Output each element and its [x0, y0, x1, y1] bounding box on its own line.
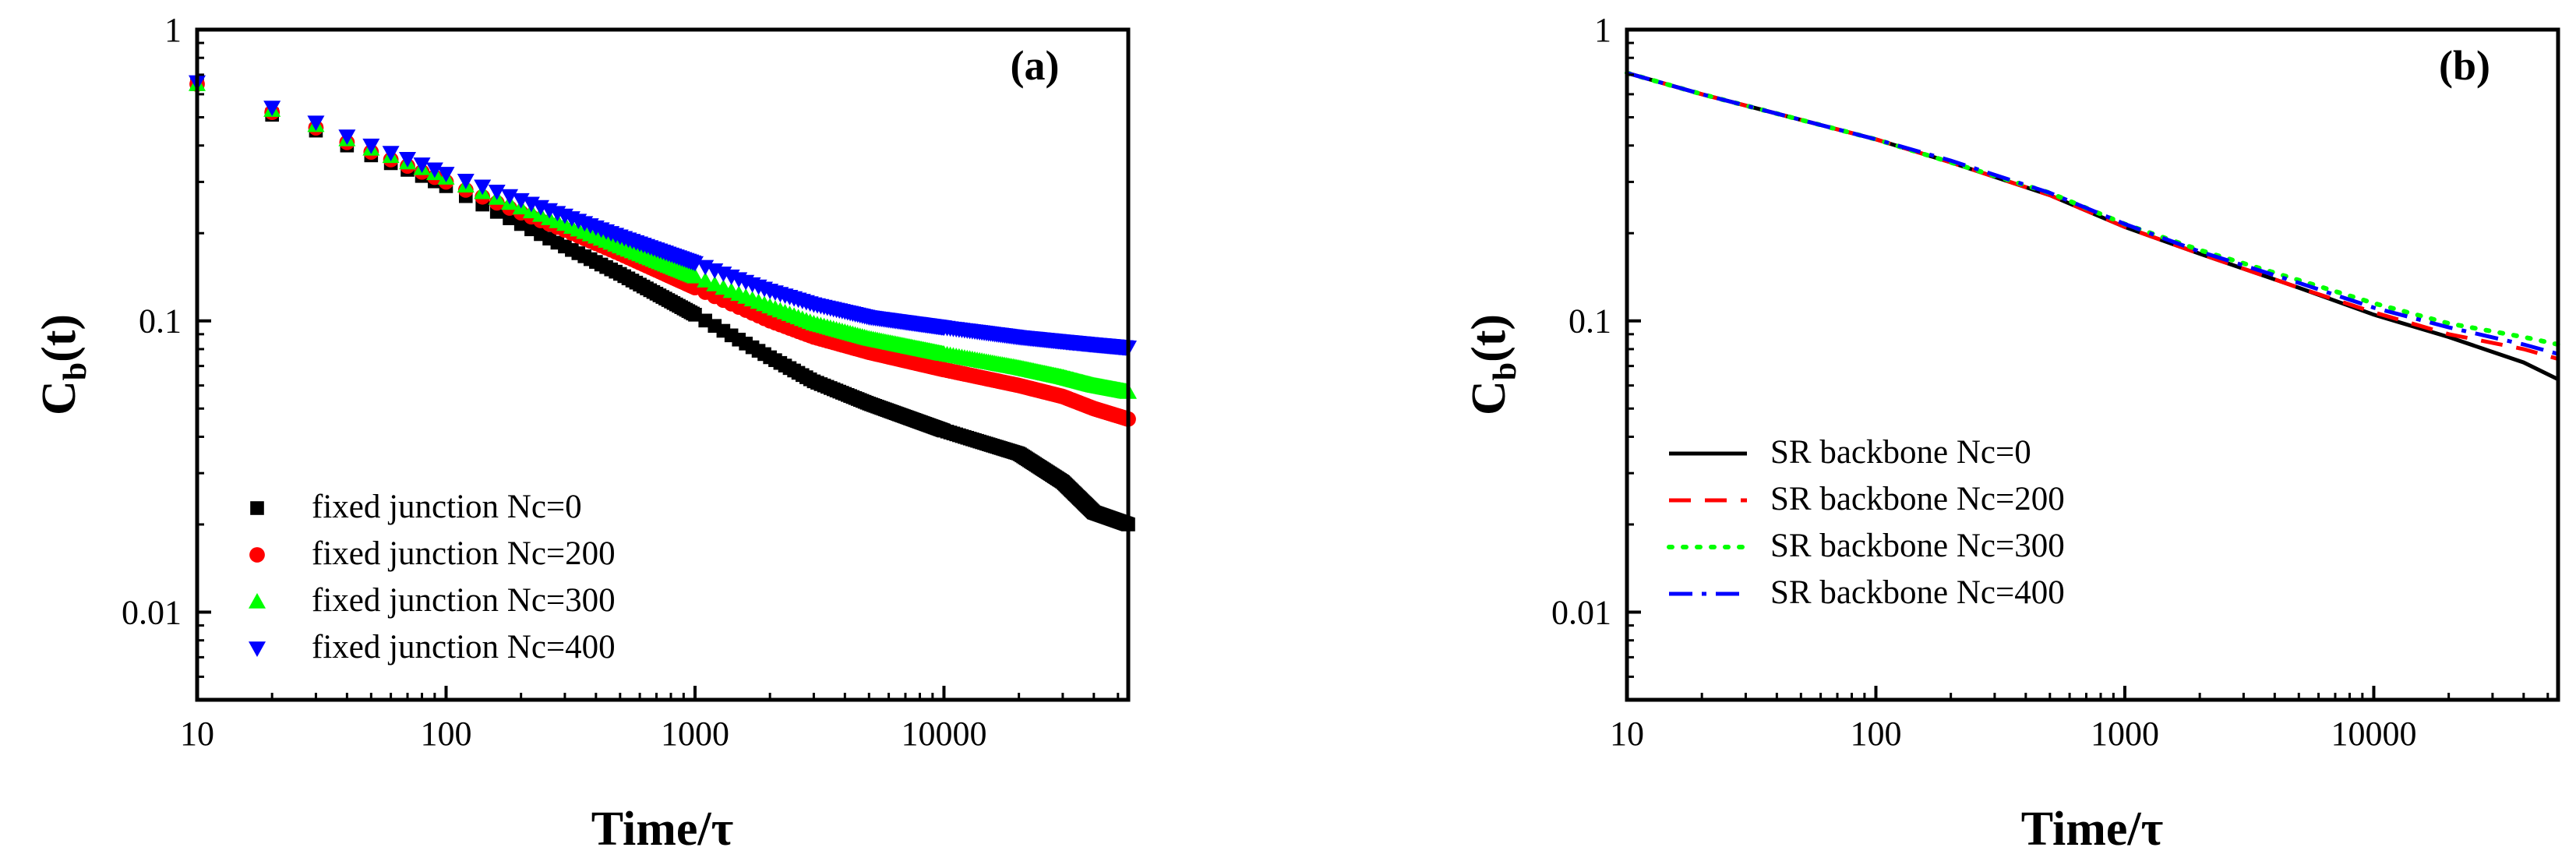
panel-a-series-1 — [189, 76, 1136, 427]
panel-a-y-axis-title: Cb(t) — [33, 314, 94, 415]
panel-a-y-ticks: 0.01 0.1 1 — [122, 11, 211, 678]
panel-a: fixed junction Nc=0 fixed junction Nc=200… — [33, 11, 1137, 856]
panel-b-y-tick-label: 0.1 — [1569, 302, 1611, 341]
panel-b-plot-layer — [1625, 70, 2560, 381]
panel-a-series-3-point — [501, 189, 519, 205]
panel-a-series-3-point — [382, 146, 400, 161]
panel-a-tag: (a) — [1011, 42, 1060, 89]
panel-a-x-tick-label: 10 — [180, 715, 214, 753]
panel-b-legend-label-3: SR backbone Nc=400 — [1770, 574, 2065, 611]
panel-a-series-2 — [189, 75, 1137, 399]
panel-b-x-tick-label: 10 — [1610, 715, 1644, 753]
panel-a-series-2-point — [686, 267, 704, 284]
panel-a-x-tick-label: 10000 — [901, 715, 986, 753]
panel-b-legend-label-1: SR backbone Nc=200 — [1770, 481, 2065, 517]
panel-b-x-axis-title: Time/τ — [2021, 803, 2163, 856]
panel-a-legend-marker-2 — [249, 593, 266, 609]
panel-b-x-tick-label: 100 — [1850, 715, 1901, 753]
panel-a-frame — [195, 27, 1131, 702]
panel-a-series-0 — [190, 77, 1135, 531]
panel-b-legend-label-0: SR backbone Nc=0 — [1770, 434, 2031, 471]
panel-a-series-3-point — [457, 174, 475, 189]
panel-a-series-3-point — [307, 115, 325, 132]
panel-b-legend: SR backbone Nc=0 SR backbone Nc=200 SR bac… — [1667, 434, 2065, 611]
panel-b-frame — [1625, 27, 2560, 702]
panel-a-legend-marker-0 — [250, 501, 264, 515]
panel-a-plot-layer — [189, 75, 1137, 531]
panel-a-series-3-point — [362, 138, 380, 154]
panel-a-legend-label-1: fixed junction Nc=200 — [312, 535, 616, 572]
panel-a-x-tick-label: 1000 — [661, 715, 729, 753]
panel-b-y-title-main: C — [1463, 380, 1516, 415]
panel-b-y-tick-label: 0.01 — [1551, 593, 1611, 631]
panel-b: SR backbone Nc=0 SR backbone Nc=200 SR bac… — [1463, 11, 2560, 856]
panel-b-series-3-line — [1626, 71, 2559, 356]
panel-a-legend-marker-1 — [249, 547, 265, 563]
panel-a-series-0-point — [688, 308, 702, 322]
panel-b-legend-label-2: SR backbone Nc=300 — [1770, 528, 2065, 564]
panel-b-y-ticks: 0.01 0.1 1 — [1551, 11, 1641, 678]
panel-a-series-0-point — [513, 217, 528, 231]
panel-b-y-axis-title: Cb(t) — [1463, 314, 1523, 415]
panel-a-y-tick-label: 1 — [164, 11, 182, 49]
panel-a-series-3-point — [425, 162, 443, 178]
panel-a-series-3-point — [413, 157, 431, 173]
panel-b-y-title-sub: b — [1487, 362, 1523, 380]
panel-b-x-tick-label: 1000 — [2091, 715, 2159, 753]
panel-a-series-3-point — [437, 167, 455, 182]
panel-a-legend-label-3: fixed junction Nc=400 — [312, 629, 616, 666]
panel-a-legend: fixed junction Nc=0 fixed junction Nc=200… — [249, 489, 616, 666]
panel-a-x-axis-title: Time/τ — [591, 803, 733, 856]
panel-a-y-title-rest: (t) — [33, 314, 86, 362]
panel-a-x-tick-label: 100 — [420, 715, 471, 753]
panel-a-series-3-point — [263, 101, 281, 117]
panel-a-series-3 — [189, 75, 1137, 356]
panel-b-x-ticks: 10 100 1000 10000 — [1610, 686, 2550, 753]
panel-a-y-tick-label: 0.1 — [139, 302, 182, 341]
panel-b-series-0-line — [1626, 71, 2560, 381]
panel-a-legend-label-0: fixed junction Nc=0 — [312, 489, 582, 525]
panel-a-series-3-point — [338, 129, 356, 145]
panel-a-series-2-point — [697, 272, 715, 288]
panel-a-series-3-point — [474, 179, 492, 196]
panel-a-y-title-sub: b — [58, 362, 94, 380]
panel-a-x-ticks: 10 100 1000 10000 — [180, 686, 1120, 753]
panel-b-tag: (b) — [2439, 42, 2490, 89]
panel-a-y-tick-label: 0.01 — [122, 593, 182, 631]
panel-a-series-3-point — [488, 185, 506, 200]
panel-b-y-tick-label: 1 — [1594, 11, 1611, 49]
panel-a-series-3-point — [398, 152, 416, 168]
panel-a-legend-marker-3 — [249, 641, 266, 657]
panel-a-y-title-main: C — [33, 380, 86, 415]
panel-b-y-title-rest: (t) — [1463, 314, 1516, 362]
panel-b-x-tick-label: 10000 — [2331, 715, 2416, 753]
panel-a-legend-label-2: fixed junction Nc=300 — [312, 582, 616, 619]
